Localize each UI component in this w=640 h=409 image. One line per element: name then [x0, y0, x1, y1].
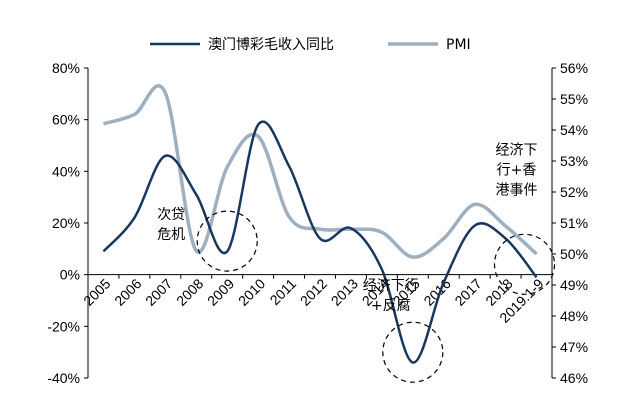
x-tick-label: 2005: [80, 275, 113, 308]
annotation-label: 港事件: [496, 182, 538, 198]
annotation-circle: [382, 321, 444, 383]
annotation-circle: [493, 233, 556, 295]
y-right-tick-label: 50%: [560, 246, 588, 262]
x-tick-label: 2010: [235, 275, 268, 308]
annotation-label: 次贷: [157, 207, 185, 223]
x-tick-label: 2007: [142, 275, 175, 308]
annotation-label: 行+香: [497, 162, 537, 178]
y-right-tick-label: 48%: [560, 308, 588, 324]
y-left-tick-label: 20%: [52, 215, 80, 231]
x-tick-label: 2011: [267, 275, 300, 308]
y-right-tick-label: 52%: [560, 184, 588, 200]
series-line-pmi: [102, 84, 538, 259]
y-left-tick-label: 60%: [52, 112, 80, 128]
annotation-label: 危机: [157, 227, 185, 243]
legend-label-pmi: PMI: [446, 37, 471, 53]
series-line-macau-gaming-revenue-yoy: [102, 120, 538, 364]
x-tick-label: 2009: [204, 275, 237, 308]
x-tick-label: 2012: [297, 275, 330, 308]
y-right-tick-label: 46%: [560, 370, 588, 386]
x-tick-label: 2017: [451, 275, 484, 308]
annotation-circle: [196, 210, 258, 272]
y-left-tick-label: 80%: [52, 60, 80, 76]
y-right-tick-label: 51%: [560, 215, 588, 231]
legend: 澳门博彩毛收入同比 PMI: [150, 36, 471, 53]
y-left-tick-label: 0%: [60, 267, 80, 283]
annotation-label: 经济下行: [363, 278, 419, 294]
axes: -40% -20% 0% 20% 40% 60% 80% 46% 47% 48% 49% 50% 51%…: [47, 60, 588, 386]
x-tick-label: 2008: [173, 275, 206, 308]
y-left-tick-label: -20%: [47, 318, 80, 334]
series-group: [102, 84, 538, 364]
x-tick-label: 2013: [328, 275, 361, 308]
x-tick-label: 2006: [111, 275, 144, 308]
annotation-label: 经济下: [496, 142, 538, 158]
y-right-tick-label: 54%: [560, 122, 588, 138]
y-right-tick-label: 53%: [560, 153, 588, 169]
legend-label-macau-gaming-revenue-yoy: 澳门博彩毛收入同比: [208, 36, 334, 53]
y-left-tick-label: 40%: [52, 163, 80, 179]
y-right-tick-label: 49%: [560, 277, 588, 293]
annotation-label: +反腐: [371, 297, 411, 314]
y-right-tick-label: 55%: [560, 91, 588, 107]
y-right-tick-label: 47%: [560, 339, 588, 355]
y-right-tick-label: 56%: [560, 60, 588, 76]
y-left-tick-label: -40%: [47, 370, 80, 386]
